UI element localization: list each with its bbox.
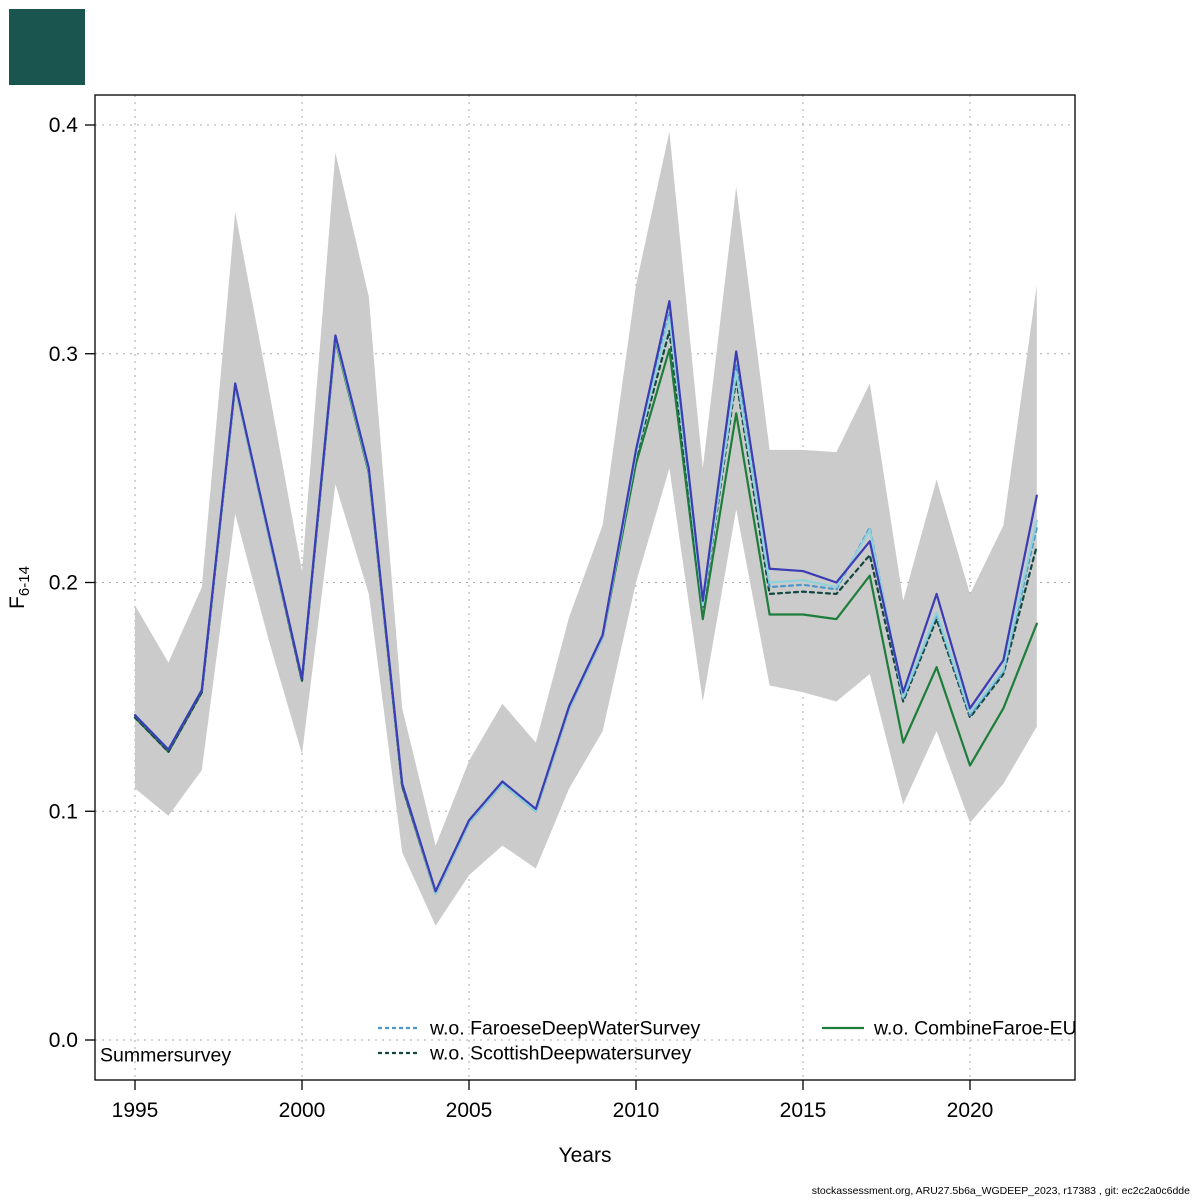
plot-area <box>133 131 1038 926</box>
corner-mark <box>9 9 85 85</box>
x-tick-label: 2000 <box>279 1099 326 1122</box>
axis-ticks <box>85 124 971 1090</box>
x-tick-label: 2020 <box>947 1099 994 1122</box>
legend-item-wo-combinefaroe-eu: w.o. CombineFaroe-EU <box>822 1018 1077 1040</box>
y-tick-label: 0.3 <box>49 343 78 366</box>
y-tick-label: 0.4 <box>49 114 79 137</box>
confidence-band <box>135 131 1037 926</box>
x-tick-label: 2005 <box>446 1099 493 1122</box>
footer-note: stockassessment.org, ARU27.5b6a_WGDEEP_2… <box>811 1185 1190 1197</box>
legend-item-wo-faroesedeepwatersurvey: w.o. FaroeseDeepWaterSurvey <box>378 1018 700 1040</box>
legend: Summersurvey w.o. FaroeseDeepWaterSurvey w… <box>100 1018 1077 1067</box>
legend-label: w.o. FaroeseDeepWaterSurvey <box>429 1018 700 1040</box>
x-tick-label: 2010 <box>613 1099 660 1122</box>
legend-label: w.o. ScottishDeepwatersurvey <box>429 1043 691 1065</box>
plot-border <box>94 94 1076 1081</box>
y-axis-title: F6-14 <box>6 566 33 609</box>
legend-item-summersurvey: Summersurvey <box>100 1045 231 1067</box>
y-tick-label: 0.2 <box>49 572 78 595</box>
x-tick-label: 1995 <box>112 1099 159 1122</box>
x-tick-label: 2015 <box>780 1099 827 1122</box>
series-line-base <box>133 300 1038 893</box>
x-axis-title: Years <box>559 1144 612 1167</box>
legend-label: w.o. CombineFaroe-EU <box>873 1018 1077 1040</box>
legend-item-wo-scottishdeepwatersurvey: w.o. ScottishDeepwatersurvey <box>378 1043 691 1065</box>
y-tick-label: 0.1 <box>49 800 78 823</box>
y-tick-label: 0.0 <box>49 1029 78 1052</box>
legend-label: Summersurvey <box>100 1045 231 1067</box>
